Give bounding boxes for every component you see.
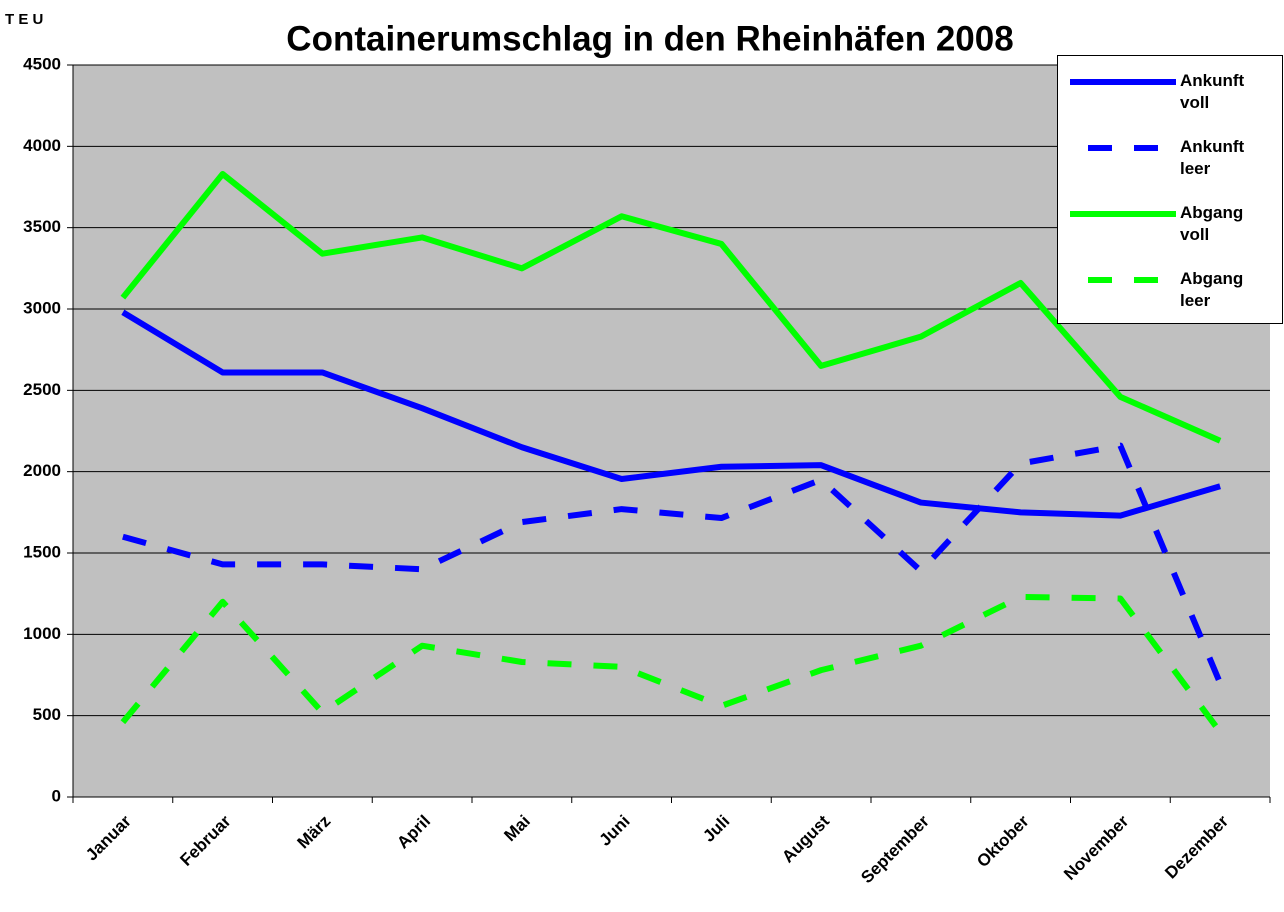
- series-line: [122, 442, 1223, 685]
- legend-label: Ankunft voll: [1180, 71, 1245, 112]
- y-tick-label: 500: [33, 705, 61, 724]
- x-tick-label: Januar: [82, 811, 135, 864]
- legend-swatch: [1070, 145, 1176, 151]
- y-tick-label: 3000: [23, 298, 61, 317]
- legend-item: Abgang voll: [1058, 194, 1282, 260]
- y-tick-label: 2500: [23, 380, 61, 399]
- legend: Ankunft voll Ankunft leer Abgang voll Abgan…: [1057, 55, 1283, 324]
- legend-label: Abgang voll: [1180, 203, 1244, 244]
- legend-item: Ankunft voll: [1058, 62, 1282, 128]
- y-tick-label: 4500: [23, 54, 61, 73]
- y-axis-label: T E U: [5, 11, 43, 28]
- series-line: [121, 309, 1221, 519]
- series-line: [120, 170, 1222, 444]
- x-tick-label: Dezember: [1161, 811, 1232, 882]
- x-tick-label: Februar: [176, 811, 234, 869]
- x-tick-label: Juni: [595, 812, 633, 850]
- x-tick-label: September: [857, 811, 933, 887]
- legend-item: Ankunft leer: [1058, 128, 1282, 194]
- y-tick-label: 1000: [23, 624, 61, 643]
- x-tick-label: November: [1060, 811, 1132, 883]
- x-tick-label: August: [778, 811, 833, 866]
- y-tick-label: 4000: [23, 136, 61, 155]
- legend-label: Ankunft leer: [1180, 137, 1245, 178]
- legend-label: Abgang leer: [1180, 269, 1244, 310]
- x-tick-label: Juli: [699, 812, 733, 846]
- x-tick-label: April: [393, 812, 434, 853]
- series-line: [120, 593, 1223, 734]
- x-tick-label: März: [294, 812, 335, 853]
- x-tick-label: Oktober: [973, 811, 1033, 871]
- y-tick-label: 0: [52, 786, 61, 805]
- legend-item: Abgang leer: [1058, 260, 1282, 326]
- y-tick-label: 1500: [23, 542, 61, 561]
- y-tick-label: 3500: [23, 217, 61, 236]
- y-tick-label: 2000: [23, 461, 61, 480]
- legend-swatch: [1070, 79, 1176, 85]
- legend-swatch: [1070, 277, 1176, 283]
- chart-title: Containerumschlag in den Rheinhäfen 2008: [286, 19, 1013, 58]
- legend-swatch: [1070, 211, 1176, 217]
- x-tick-label: Mai: [500, 812, 533, 845]
